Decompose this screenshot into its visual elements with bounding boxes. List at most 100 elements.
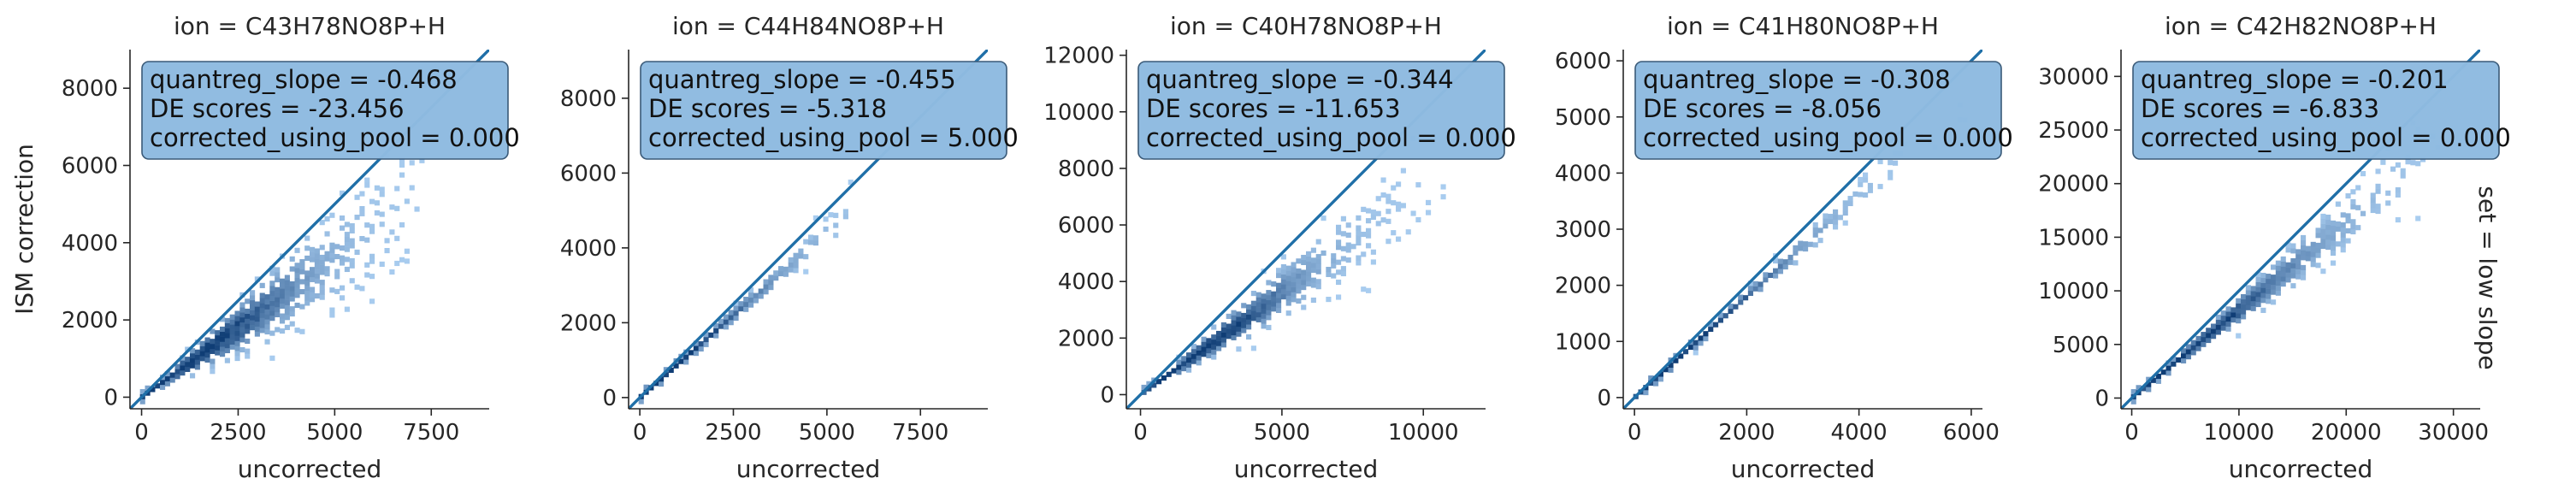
stats-annotation-line: quantreg_slope = -0.201 <box>2141 65 2449 94</box>
hist-cell <box>1336 269 1342 275</box>
hist-cell <box>1306 256 1312 262</box>
hist-cell <box>289 280 295 287</box>
hist-cell <box>1847 200 1853 207</box>
hist-cell <box>310 257 316 263</box>
hist-cell <box>210 369 216 375</box>
hist-cell <box>1206 347 1212 354</box>
hist-cell <box>319 220 325 226</box>
hist-cell <box>1440 184 1446 190</box>
hist-cell <box>763 279 769 285</box>
hist-cell <box>2250 286 2256 292</box>
hist-cell <box>2266 293 2272 299</box>
y-tick-label: 15000 <box>2038 225 2109 251</box>
hist-cell <box>1698 335 1704 341</box>
hist-cell <box>2275 270 2281 276</box>
hist-cell <box>1366 243 1372 249</box>
y-tick-label: 10000 <box>1043 100 1114 126</box>
hist-cell <box>2201 336 2207 343</box>
hist-cell <box>245 308 251 315</box>
hist-cell <box>1356 235 1362 241</box>
hist-cell <box>1296 283 1302 289</box>
hist-cell <box>1271 301 1277 307</box>
hist-cell <box>2290 243 2296 249</box>
hist-cell <box>294 282 300 288</box>
hist-cell <box>334 274 340 280</box>
facet-panel-1: 0 2500 5000 7500 0 2000 4000 6000 8000 ion = C43H… <box>10 12 520 483</box>
hist-cell <box>738 301 744 307</box>
hist-cell <box>1231 320 1237 326</box>
hist-cell <box>1340 266 1346 272</box>
hist-cell <box>239 302 245 308</box>
hist-cell <box>2301 239 2307 245</box>
hist-cell <box>2295 249 2301 255</box>
hist-cell <box>280 303 286 309</box>
hist-cell <box>833 222 839 228</box>
hist-cell <box>2320 233 2326 239</box>
hist-cell <box>239 332 245 338</box>
hist-cell <box>174 369 180 375</box>
hist-cell <box>139 399 145 404</box>
hist-cell <box>1256 292 1261 298</box>
hist-cell <box>1391 230 1397 236</box>
hist-cell <box>164 381 170 387</box>
hist-cell <box>2260 282 2266 288</box>
hist-cell <box>1375 196 1381 202</box>
hist-cell <box>1703 335 1709 342</box>
hist-cell <box>1201 341 1207 347</box>
hist-cell <box>708 332 714 338</box>
y-tick-label: 10000 <box>2038 279 2109 304</box>
hist-cell <box>1687 344 1693 351</box>
hist-cell <box>2301 245 2307 251</box>
hist-cell <box>2301 275 2307 280</box>
hist-cell <box>768 285 774 291</box>
hist-cell <box>259 322 265 328</box>
hist-cell <box>399 172 405 178</box>
x-tick-label: 7500 <box>403 420 459 446</box>
hist-cell <box>1828 218 1834 225</box>
hist-cell <box>2266 274 2272 280</box>
hist-cell <box>1231 325 1237 331</box>
stats-annotation-box <box>1634 61 2002 160</box>
hist-cell <box>1340 245 1346 251</box>
hist-cell <box>1301 259 1307 265</box>
y-tick-label: 2000 <box>1058 326 1114 351</box>
x-tick-label: 5000 <box>1254 420 1310 446</box>
hist-cell <box>369 253 375 259</box>
hist-cell <box>1410 210 1416 216</box>
hist-cell <box>314 263 320 269</box>
hist-cell <box>1803 245 1809 252</box>
hist-cell <box>2375 188 2381 194</box>
stats-annotation-box <box>141 61 509 160</box>
hist-cell <box>1231 329 1237 336</box>
hist-cell <box>1315 258 1321 265</box>
hist-cell <box>1768 272 1774 279</box>
hist-cell <box>763 289 769 295</box>
hist-cell <box>1276 303 1282 309</box>
hist-cell <box>1698 340 1704 346</box>
hist-cell <box>2215 329 2221 335</box>
hist-cell <box>1266 324 1272 331</box>
hist-cell <box>1787 259 1793 265</box>
hist-cell <box>1280 269 1286 275</box>
hist-cell <box>2415 216 2421 221</box>
hist-cell <box>2315 227 2321 233</box>
hist-cell <box>773 275 779 281</box>
hist-cell <box>1693 340 1699 345</box>
hist-cell <box>1241 328 1247 334</box>
hist-cell <box>1146 381 1152 387</box>
hist-cell <box>194 354 200 360</box>
hist-cell <box>199 356 205 362</box>
x-tick-label: 4000 <box>1831 420 1888 446</box>
hist-cell <box>364 272 370 278</box>
hist-cell <box>245 348 251 354</box>
stats-annotation-line: quantreg_slope = -0.308 <box>1643 65 1951 94</box>
hist-cell <box>778 270 784 277</box>
hist-cell <box>2245 304 2251 310</box>
hist-cell <box>842 214 848 220</box>
hist-cell <box>2331 220 2337 226</box>
hist-cell <box>2160 369 2166 375</box>
hist-cell <box>2290 248 2296 254</box>
stats-annotation-line: corrected_using_pool = 0.000 <box>150 123 520 152</box>
hist-cell <box>2305 251 2311 257</box>
hist-cell <box>310 297 316 303</box>
